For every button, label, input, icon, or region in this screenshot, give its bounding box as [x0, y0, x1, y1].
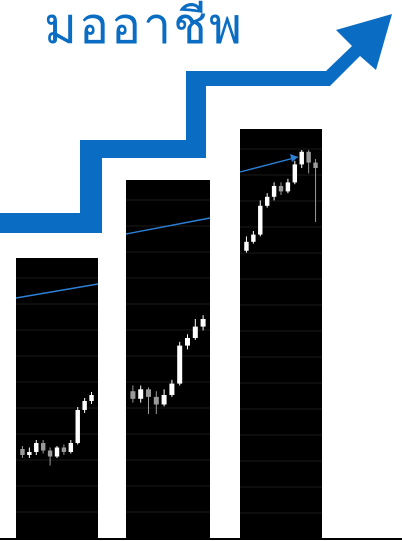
- chart-panel-1: [15, 258, 99, 538]
- candle-body: [169, 383, 175, 395]
- candle-body: [146, 389, 151, 397]
- trend-line: [239, 156, 299, 173]
- trend-line: [15, 283, 99, 299]
- candle-body: [161, 395, 167, 405]
- candle-body: [271, 186, 277, 197]
- candle-body: [177, 345, 183, 384]
- candle-body: [130, 391, 136, 399]
- candle-body: [27, 452, 32, 455]
- candle-body: [306, 151, 311, 163]
- growth-arrow-icon: [0, 14, 392, 233]
- candle-body: [68, 443, 74, 452]
- candle-body: [192, 326, 198, 338]
- candle-body: [34, 443, 39, 452]
- candle-body: [258, 205, 263, 235]
- candle-body: [264, 196, 270, 206]
- candle-body: [61, 447, 67, 452]
- candle-body: [278, 186, 284, 192]
- candle-body: [82, 401, 87, 410]
- trend-arrowhead: [290, 154, 298, 162]
- candle-body: [251, 234, 256, 242]
- candle-body: [47, 450, 53, 457]
- candle-body: [138, 389, 144, 399]
- page-title: มออาชีพ: [44, 0, 244, 55]
- candle-body: [313, 162, 318, 168]
- candle-body: [89, 395, 94, 401]
- candle-body: [20, 449, 25, 455]
- candle-body: [200, 319, 206, 327]
- candle-body: [299, 151, 304, 165]
- chart-panel-2: [125, 180, 211, 538]
- candle-body: [54, 447, 60, 457]
- trend-line: [125, 217, 211, 235]
- panel-background: [16, 258, 98, 538]
- candle-body: [285, 182, 291, 192]
- chart-panel-3: [239, 129, 322, 538]
- candle-body: [292, 164, 298, 183]
- panel-background: [240, 129, 322, 538]
- candle-body: [153, 396, 159, 405]
- candle-body: [244, 241, 249, 251]
- candle-body: [75, 410, 80, 443]
- candle-body: [40, 443, 46, 451]
- candle-body: [185, 338, 190, 346]
- panel-background: [126, 180, 210, 538]
